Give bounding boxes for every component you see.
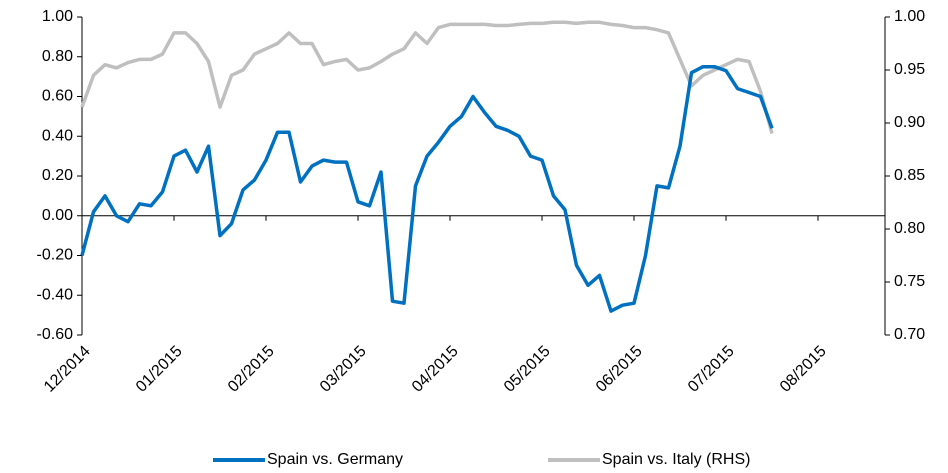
x-tick-label: 06/2015	[593, 343, 646, 396]
y2-tick-label: 0.70	[894, 326, 925, 343]
x-tick-label: 02/2015	[225, 343, 278, 396]
y-tick-label: -0.40	[37, 286, 74, 303]
y2-tick-label: 1.00	[894, 8, 925, 25]
y2-tick-label: 0.95	[894, 61, 925, 78]
y-tick-label: 0.00	[42, 207, 73, 224]
y2-tick-label: 0.90	[894, 114, 925, 131]
x-tick-label: 07/2015	[685, 343, 738, 396]
x-tick-label: 01/2015	[133, 343, 186, 396]
y-tick-label: 1.00	[42, 8, 73, 25]
x-tick-label: 03/2015	[317, 343, 370, 396]
y-tick-label: 0.20	[42, 167, 73, 184]
y-tick-label: 0.80	[42, 48, 73, 65]
y-tick-label: 0.60	[42, 88, 73, 105]
x-tick-label: 05/2015	[501, 343, 554, 396]
series-line	[80, 20, 774, 135]
series-line	[80, 64, 774, 313]
x-tick-label: 12/2014	[41, 343, 94, 396]
x-tick-label: 04/2015	[409, 343, 462, 396]
y-tick-label: -0.60	[37, 326, 74, 343]
y-tick-label: 0.40	[42, 127, 73, 144]
y-tick-label: -0.20	[37, 247, 74, 264]
x-tick-label: 08/2015	[777, 343, 830, 396]
y2-tick-label: 0.85	[894, 167, 925, 184]
y2-tick-label: 0.75	[894, 273, 925, 290]
legend-label: Spain vs. Germany	[267, 451, 403, 468]
legend-label: Spain vs. Italy (RHS)	[602, 451, 750, 468]
y2-tick-label: 0.80	[894, 220, 925, 237]
